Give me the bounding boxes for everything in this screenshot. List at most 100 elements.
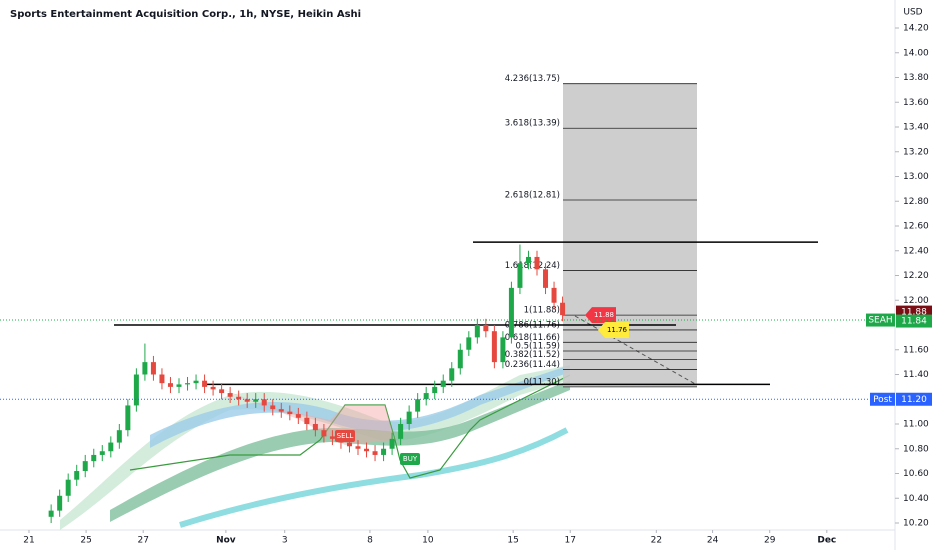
y-tick-label: 12.00 — [903, 296, 929, 306]
candle-body — [423, 393, 429, 400]
x-tick-label: 8 — [367, 536, 373, 546]
candle-body — [534, 256, 540, 270]
candle-body — [457, 349, 463, 369]
y-tick-label: 11.40 — [903, 370, 929, 380]
current-price-tag: 11.84 — [901, 317, 927, 327]
candle-body — [142, 362, 148, 375]
candle-body — [483, 325, 489, 332]
candle-body — [287, 411, 293, 415]
y-tick-label: 13.60 — [903, 98, 929, 108]
candle-body — [253, 399, 259, 402]
candle-body — [278, 409, 284, 412]
candle-body — [543, 269, 549, 288]
candle-body — [372, 451, 378, 455]
price-marker — [585, 307, 616, 324]
post-price-tag: 11.20 — [901, 395, 927, 405]
candle-body — [185, 383, 191, 385]
candle-body — [74, 471, 80, 480]
post-name-tag: Post — [873, 395, 892, 405]
candle-body — [99, 451, 105, 455]
price-marker-label: 11.76 — [607, 326, 628, 334]
candle-body — [474, 325, 480, 338]
candle-body — [227, 393, 233, 397]
price-marker — [598, 321, 629, 338]
x-tick-label: 21 — [23, 536, 34, 546]
fib-label: 0.236(11.44) — [505, 360, 560, 370]
candle-body — [244, 399, 250, 402]
y-tick-label: 13.20 — [903, 147, 929, 157]
candle-body — [304, 417, 310, 424]
candle-body — [261, 399, 267, 406]
candle-body — [295, 414, 301, 418]
ribbon — [60, 365, 570, 530]
x-tick-label: 24 — [707, 536, 719, 546]
candle-body — [91, 454, 97, 462]
moving-average — [179, 427, 569, 528]
y-tick-label: 12.60 — [903, 222, 929, 232]
x-tick-label: 17 — [565, 536, 576, 546]
cloud — [205, 382, 395, 445]
x-tick-label: 29 — [764, 536, 776, 546]
symbol-tag: SEAH — [868, 316, 892, 326]
y-tick-label: 13.80 — [903, 73, 929, 83]
fib-label: 0.5(11.59) — [516, 341, 560, 351]
candle-body — [82, 461, 88, 472]
candle-body — [133, 374, 139, 406]
candle-body — [346, 442, 352, 447]
candle-body — [500, 337, 506, 363]
last-price-tag: 11.88 — [901, 308, 927, 318]
candle-body — [466, 337, 472, 350]
y-tick-label: 12.20 — [903, 271, 929, 281]
candle-body — [236, 396, 242, 400]
candle-body — [159, 374, 165, 384]
fib-label: 0.382(11.52) — [505, 350, 560, 360]
candle-body — [321, 430, 327, 437]
candle-body — [219, 389, 225, 394]
candle-body — [440, 380, 446, 387]
candle-body — [176, 384, 182, 387]
candle-body — [508, 287, 514, 338]
candle-body — [202, 380, 208, 387]
candle-body — [364, 448, 370, 452]
trend-projection — [574, 315, 698, 386]
candle-body — [389, 438, 395, 449]
x-tick-label: 10 — [422, 536, 434, 546]
signal-badge — [335, 430, 355, 442]
candle-body — [449, 368, 455, 381]
symbol-title: Sports Entertainment Acquisition Corp., … — [10, 9, 361, 20]
candle-body — [65, 479, 71, 496]
ribbon — [150, 365, 570, 448]
y-tick-label: 13.00 — [903, 172, 929, 182]
candle-body — [406, 411, 412, 424]
candle-body — [491, 331, 497, 363]
x-tick-label: 25 — [80, 536, 91, 546]
candle-body — [150, 362, 156, 375]
x-tick-label: 15 — [507, 536, 518, 546]
fib-label: 1(11.88) — [524, 306, 560, 316]
symbol-tag-bg — [866, 313, 895, 327]
fib-label: 3.618(13.39) — [505, 119, 560, 129]
y-tick-label: 14.00 — [903, 48, 929, 58]
x-tick-label: 3 — [282, 536, 288, 546]
candle-body — [381, 448, 387, 455]
y-tick-label: 11.00 — [903, 420, 929, 430]
candle-body — [525, 256, 531, 264]
candle-body — [312, 424, 318, 431]
candle-body — [210, 386, 216, 390]
candle-body — [193, 380, 199, 384]
y-tick-label: 10.40 — [903, 494, 929, 504]
candle-body — [270, 405, 276, 410]
y-tick-label: 12.80 — [903, 197, 929, 207]
signal-badge — [400, 453, 420, 465]
candle-body — [517, 263, 523, 288]
y-tick-label: 10.20 — [903, 519, 929, 529]
candle-body — [125, 405, 131, 431]
candle-body — [167, 383, 173, 387]
fib-label: 1.618(12.24) — [505, 261, 560, 271]
post-name-tag-bg — [870, 392, 895, 406]
candle-body — [415, 399, 421, 412]
candle-body — [551, 287, 557, 303]
candle-body — [57, 495, 63, 511]
